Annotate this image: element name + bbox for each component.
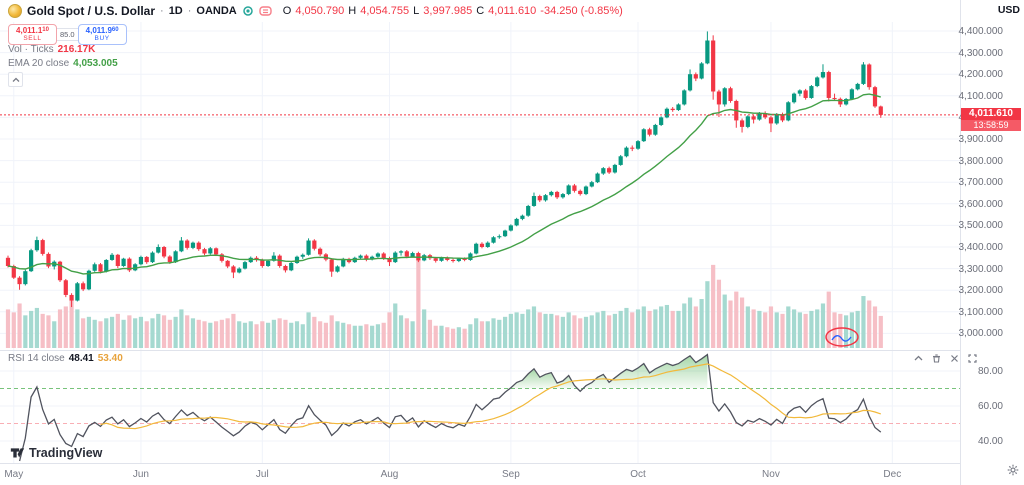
price-axis-label: 4,300.000 [958,47,1004,59]
volume-value: 216.17K [57,44,96,55]
rsi-ma-value: 53.40 [97,353,123,364]
market-status-icon[interactable] [242,5,254,17]
separator-dot: · [160,5,164,17]
last-price-value: 4,011.610 [961,108,1021,120]
price-axis-label: 4,100.000 [958,90,1004,102]
time-axis-label: Jun [132,469,149,480]
price-axis-label: 3,300.000 [958,263,1004,275]
buy-label: BUY [94,35,110,42]
sell-price: 4,011.110 [16,25,49,35]
price-axis-label: 4,400.000 [958,26,1004,37]
time-axis[interactable]: May Jun Jul Aug Sep Oct Nov Dec [0,463,960,485]
ema-legend: EMA 20 close 4,053.005 [8,58,118,69]
buy-sell-widget: 4,011.110 SELL 85.0 4,011.960 BUY [8,24,127,45]
main-price-chart[interactable] [0,22,960,350]
price-axis-label: 3,600.000 [958,198,1004,210]
sell-button[interactable]: 4,011.110 SELL [8,24,57,45]
buy-price: 4,011.960 [85,25,119,35]
time-axis-label: Aug [380,469,399,480]
collapse-legend-icon[interactable] [8,72,23,87]
price-axis-label: 3,700.000 [958,177,1004,189]
time-axis-label: Dec [883,469,902,480]
time-axis-label: May [4,469,24,480]
tradingview-logo-icon [10,448,25,458]
drawing-annotation [825,327,859,347]
exchange-label: OANDA [196,5,237,17]
sell-label: SELL [23,35,42,42]
price-axis-label: 3,100.000 [958,306,1004,318]
rsi-value: 48.41 [68,353,94,364]
rsi-axis-label: 80.00 [977,366,1003,377]
price-axis-label: 3,900.000 [958,134,1004,145]
currency-toggle[interactable]: USD [997,4,1020,16]
rsi-legend: RSI 14 close 48.41 53.40 [8,353,123,364]
maximize-icon[interactable] [966,352,979,365]
rsi-indicator-pane[interactable] [0,350,960,463]
pane-action-buttons [912,352,979,365]
time-axis-label: Sep [501,469,520,480]
trash-icon[interactable] [930,352,943,365]
interval-button[interactable]: 1D [168,5,183,17]
pane-separator[interactable] [0,350,960,351]
chart-legend-toolbar: Gold Spot / U.S. Dollar · 1D · OANDA O 4,… [0,0,960,22]
tradingview-logo[interactable]: TradingView [10,445,102,460]
price-axis-label: 3,000.000 [958,328,1004,340]
notifications-icon[interactable] [259,5,272,17]
ohlc-readout: O 4,050.790 H 4,054.755 L 3,997.985 C 4,011.… [282,5,623,17]
price-axis-label: 3,500.000 [958,220,1004,232]
volume-legend: Vol · Ticks 216.17K [8,44,96,55]
ema-value: 4,053.005 [73,58,118,69]
symbol-button[interactable]: Gold Spot / U.S. Dollar [27,4,156,18]
change-readout: -34.250 (-0.85%) [540,5,623,17]
price-axis-label: 3,400.000 [958,242,1004,253]
close-icon[interactable] [948,352,961,365]
separator-dot: · [187,5,192,17]
time-axis-label: Jul [255,469,269,480]
pane-move-up-icon[interactable] [912,352,925,365]
price-axis-label: 3,800.000 [958,155,1004,167]
price-axis-label: 3,200.000 [958,285,1004,297]
last-price-badge: 4,011.610 13:58:59 [961,108,1021,131]
rsi-axis-label: 60.00 [977,401,1003,412]
price-axis-label: 4,200.000 [958,69,1004,81]
spread-value: 85.0 [57,27,78,42]
bar-countdown: 13:58:59 [961,120,1021,131]
rsi-axis-label: 40.00 [977,436,1003,447]
gold-coin-icon [8,4,22,18]
time-axis-label: Oct [630,469,646,480]
price-axis[interactable]: USD 4,400.000 4,300.000 4,200.000 4,100.000… [958,0,1024,485]
buy-button[interactable]: 4,011.960 BUY [77,24,127,45]
axis-settings-gear-icon[interactable] [1007,463,1019,481]
time-axis-label: Nov [762,469,780,480]
